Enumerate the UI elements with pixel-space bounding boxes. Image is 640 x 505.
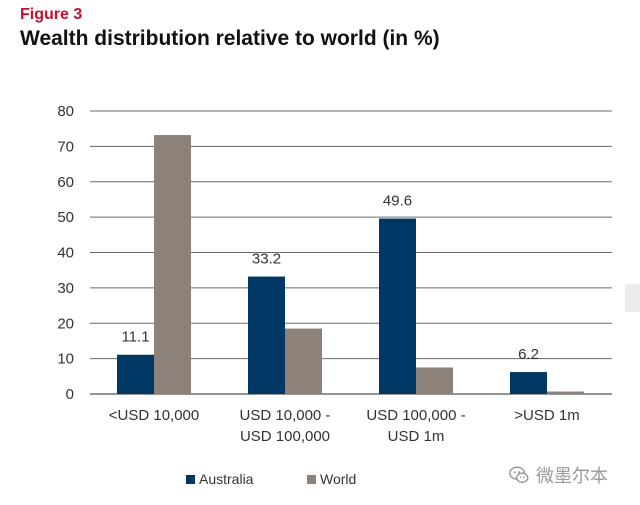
- bar-australia: [379, 218, 416, 394]
- side-scroll-tab[interactable]: [625, 284, 640, 312]
- figure-label: Figure 3: [20, 6, 83, 23]
- data-labels: 11.1 33.2 49.6 6.2: [121, 193, 538, 364]
- bar-australia: [117, 354, 154, 394]
- x-category-label: USD 100,000 -: [366, 407, 465, 424]
- y-tick-label: 80: [57, 103, 74, 120]
- legend: Australia World: [186, 471, 356, 487]
- bar-world: [416, 367, 453, 394]
- y-tick-label: 40: [57, 245, 74, 262]
- legend-swatch-australia: [186, 475, 195, 484]
- y-tick-label: 60: [57, 174, 74, 191]
- watermark-text: 微墨尔本: [536, 466, 608, 487]
- legend-label-world: World: [320, 471, 356, 487]
- watermark: 微墨尔本: [508, 462, 608, 488]
- bar-world: [285, 328, 322, 394]
- chart-title: Wealth distribution relative to world (i…: [20, 27, 440, 50]
- data-label: 11.1: [121, 329, 149, 346]
- y-tick-label: 0: [66, 386, 74, 403]
- y-axis-ticks: 0 10 20 30 40 50 60 70 80: [57, 103, 74, 403]
- x-axis-categories: <USD 10,000 USD 10,000 - USD 100,000 USD 10…: [109, 407, 580, 445]
- x-category-label: USD 10,000 -: [240, 407, 331, 424]
- wechat-icon: [509, 466, 529, 484]
- x-category-label: >USD 1m: [514, 407, 579, 424]
- data-label: 33.2: [252, 251, 281, 268]
- data-label: 49.6: [383, 193, 412, 210]
- y-tick-label: 50: [57, 209, 74, 226]
- x-category-label: <USD 10,000: [109, 407, 199, 424]
- legend-swatch-world: [307, 475, 316, 484]
- y-tick-label: 30: [57, 280, 74, 297]
- x-category-label: USD 1m: [388, 428, 445, 445]
- y-tick-label: 70: [57, 138, 74, 155]
- bars: [117, 135, 584, 394]
- y-tick-label: 10: [57, 351, 74, 368]
- legend-label-australia: Australia: [199, 471, 254, 487]
- x-category-label: USD 100,000: [240, 428, 330, 445]
- bar-world: [154, 135, 191, 394]
- bar-world: [547, 391, 584, 394]
- bar-australia: [248, 276, 285, 394]
- bar-australia: [510, 372, 547, 394]
- y-tick-label: 20: [57, 315, 74, 332]
- data-label: 6.2: [518, 346, 539, 363]
